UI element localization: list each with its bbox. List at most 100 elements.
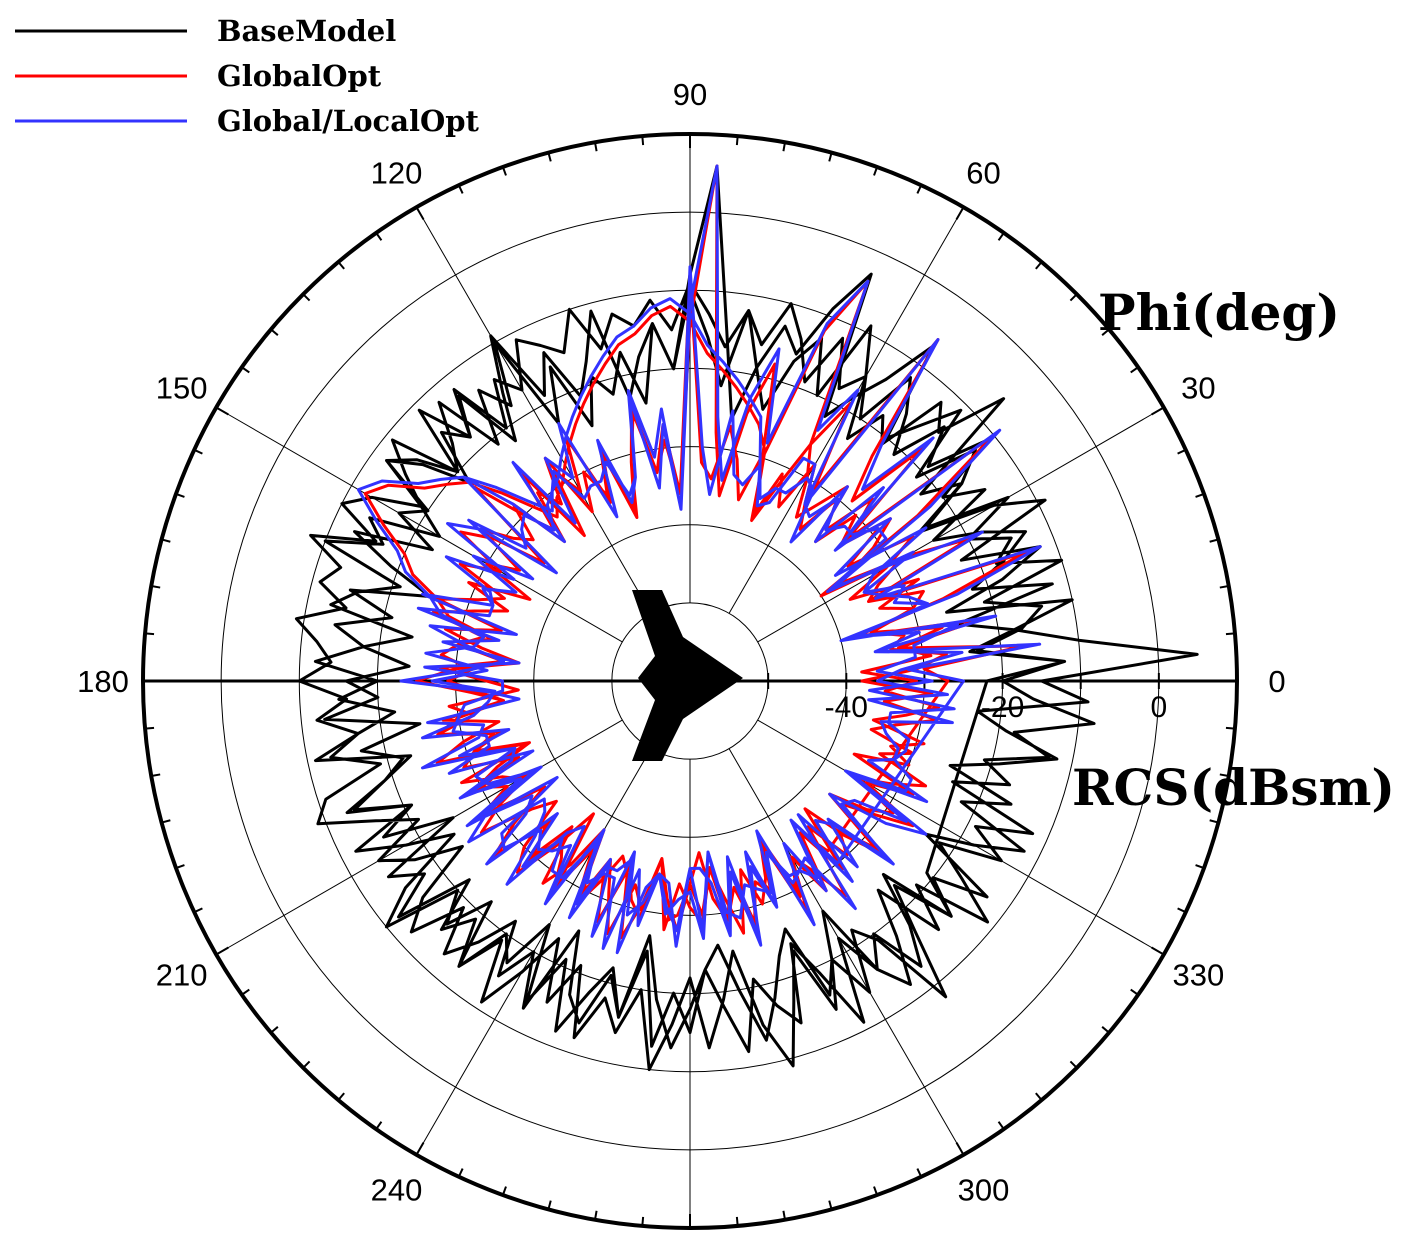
- series-lines: [294, 164, 1199, 1072]
- theta-tick: [302, 293, 311, 302]
- legend-label-globalopt: GlobalOpt: [217, 59, 382, 93]
- theta-tick-label: 120: [371, 156, 423, 191]
- theta-tick: [1177, 907, 1187, 914]
- theta-tick: [501, 1186, 507, 1196]
- theta-tick: [594, 1210, 598, 1220]
- theta-tick: [241, 988, 250, 996]
- polar-grid: [141, 132, 1239, 1230]
- theta-tick: [1151, 946, 1165, 956]
- theta-tick: [782, 142, 786, 152]
- theta-tick: [270, 328, 279, 336]
- axis-labels: 0 30 60 90 120 150 180 210 240 300 330 -40 -20 0: [77, 77, 1285, 1207]
- theta-tick: [161, 819, 171, 824]
- r-tick-label: -20: [981, 691, 1024, 724]
- legend-item-globalopt: GlobalOpt: [15, 59, 382, 93]
- theta-tick: [1069, 1060, 1078, 1069]
- aircraft-planform-icon: [632, 590, 743, 761]
- theta-tick: [337, 261, 345, 270]
- theta-tick: [916, 1168, 923, 1178]
- theta-tick-label: 90: [673, 77, 707, 112]
- theta-tick: [1130, 988, 1139, 996]
- theta-tick: [1219, 773, 1229, 777]
- legend-item-global-localopt: Global/LocalOpt: [15, 104, 480, 138]
- theta-tick: [1101, 1026, 1110, 1034]
- theta-tick: [457, 184, 464, 194]
- theta-tick-label: 150: [156, 371, 208, 406]
- series-line-basemodel: [294, 164, 1199, 1072]
- theta-tick: [415, 1142, 425, 1156]
- r-tick-label: 0: [1151, 691, 1168, 724]
- theta-tick: [1177, 448, 1187, 455]
- theta-tick: [873, 1186, 879, 1196]
- theta-tick: [151, 773, 161, 777]
- theta-tick: [1219, 585, 1229, 589]
- theta-tick: [375, 1121, 383, 1130]
- theta-tick: [997, 1121, 1005, 1130]
- theta-tick: [1195, 492, 1205, 498]
- grid-spoke: [757, 407, 1164, 643]
- theta-tick-label: 180: [77, 664, 129, 699]
- theta-tick: [547, 1200, 552, 1210]
- grid-spoke: [216, 407, 623, 643]
- grid-spoke: [757, 719, 1164, 955]
- theta-tick: [1209, 538, 1219, 543]
- theta-tick: [161, 538, 171, 543]
- legend-label-global-localopt: Global/LocalOpt: [217, 104, 480, 138]
- theta-tick: [828, 1200, 833, 1210]
- series-line-globalopt: [363, 164, 1028, 940]
- series-line-global-localopt: [356, 164, 1042, 955]
- theta-tick: [302, 1060, 311, 1069]
- theta-tick-label: 0: [1268, 664, 1285, 699]
- theta-tick: [916, 184, 923, 194]
- theta-tick: [1069, 293, 1078, 302]
- theta-tick: [1225, 726, 1236, 730]
- theta-tick: [735, 135, 739, 146]
- theta-tick: [997, 232, 1005, 241]
- theta-tick-label: 330: [1172, 958, 1224, 993]
- theta-tick: [193, 448, 203, 455]
- theta-tick: [337, 1092, 345, 1101]
- theta-tick: [215, 406, 229, 416]
- grid-spoke: [728, 748, 964, 1155]
- theta-tick: [641, 1216, 645, 1227]
- theta-tick: [1151, 406, 1165, 416]
- theta-tick: [1035, 1092, 1043, 1101]
- theta-tick: [735, 1216, 739, 1227]
- theta-tick: [955, 1142, 965, 1156]
- theta-tick: [241, 366, 250, 374]
- theta-tick: [641, 135, 645, 146]
- theta-tick: [828, 152, 833, 162]
- theta-tick-label: 60: [966, 156, 1000, 191]
- theta-tick: [1209, 819, 1219, 824]
- theta-tick: [1035, 261, 1043, 270]
- theta-tick: [175, 492, 185, 498]
- theta-tick: [415, 206, 425, 220]
- theta-tick-label: 210: [156, 958, 208, 993]
- theta-tick: [270, 1026, 279, 1034]
- theta-tick: [144, 726, 155, 730]
- grid-spoke: [416, 207, 652, 614]
- theta-tick: [144, 632, 155, 636]
- grid-spoke: [216, 719, 623, 955]
- theta-tick: [873, 166, 879, 176]
- theta-tick: [375, 232, 383, 241]
- legend-item-basemodel: BaseModel: [15, 14, 396, 48]
- theta-tick: [1130, 366, 1139, 374]
- theta-tick: [1101, 328, 1110, 336]
- legend: BaseModel GlobalOpt Global/LocalOpt: [15, 14, 480, 138]
- theta-tick: [457, 1168, 464, 1178]
- theta-tick-label: 300: [958, 1172, 1010, 1207]
- theta-tick-label: 30: [1181, 371, 1215, 406]
- theta-tick: [175, 864, 185, 870]
- r-axis-title: RCS(dBsm): [1072, 758, 1395, 817]
- theta-tick-label: 240: [371, 1172, 423, 1207]
- theta-tick: [151, 585, 161, 589]
- legend-label-basemodel: BaseModel: [217, 14, 396, 48]
- r-tick-label: -40: [825, 691, 868, 724]
- theta-tick: [215, 946, 229, 956]
- theta-tick: [193, 907, 203, 914]
- theta-tick: [594, 142, 598, 152]
- theta-tick: [955, 206, 965, 220]
- theta-tick: [782, 1210, 786, 1220]
